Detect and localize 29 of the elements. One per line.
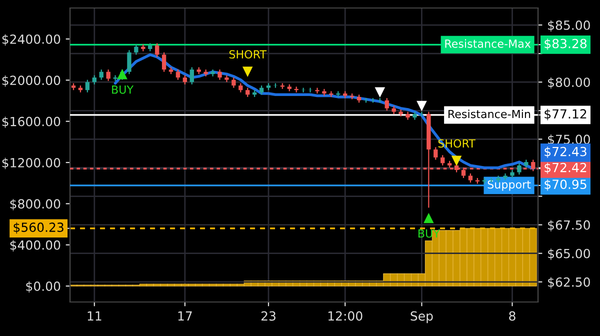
y-tick-label: $2400.00 [2,34,60,46]
x-tick-label: Sep [410,311,433,324]
x-tick-label: 11 [88,311,102,321]
ref-line-label: Resistance-Min [448,110,530,118]
y-tick-label: $0.00 [26,281,60,293]
x-tick-label: 8 [509,311,516,321]
y-tick-label: $1600.00 [2,116,60,128]
y2-tick-label: $72.42 [544,162,586,174]
y-tick-label: $1200.00 [2,158,60,170]
x-tick-label: 17 [178,311,192,321]
y2-tick-label: $65.00 [548,248,590,260]
y2-tick-label: $83.28 [544,38,587,50]
y2-tick-label: $62.50 [548,277,590,288]
y2-tick-label: $80.00 [548,77,590,89]
ref-line-label: Resistance-Max [445,39,531,48]
x-tick-label: 12:00 [328,311,362,321]
text: BUY [112,86,134,94]
y2-tick-label: $77.12 [544,108,586,120]
text: SHORT [229,50,267,59]
x-tick-label: 23 [261,311,276,321]
y-tick-label: $400.00 [10,240,60,252]
data-label: $72.43 [544,146,586,158]
y-tick-label: $560.23 [14,222,64,234]
y2-tick-label: $85.00 [548,20,590,32]
y2-tick-label: $70.95 [544,179,586,191]
y-tick-label: $2000.00 [2,75,60,87]
ref-line-label: Support [488,180,531,191]
y2-tick-label: $67.50 [548,220,590,232]
y-tick-label: $800.00 [10,198,60,210]
